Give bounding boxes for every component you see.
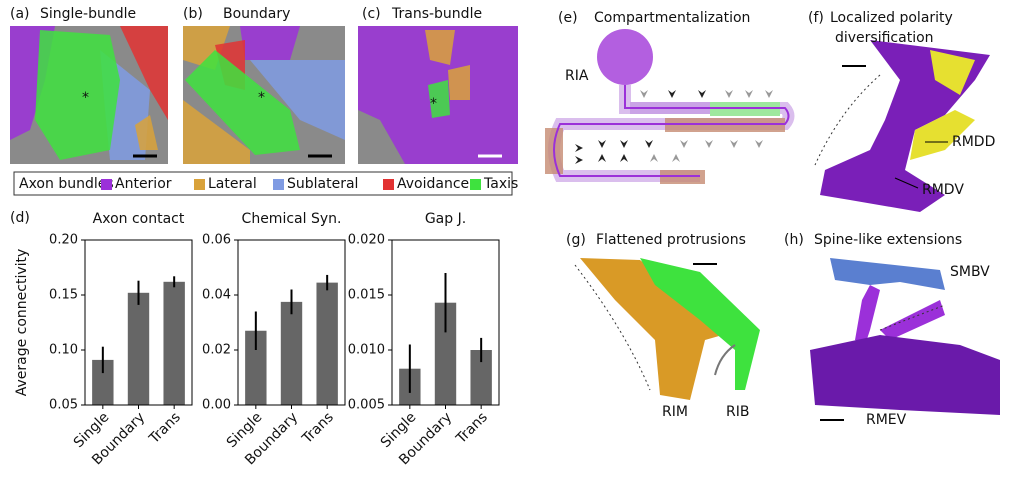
legend-title: Axon bundles <box>19 176 114 192</box>
panel-label: (f) <box>808 10 824 26</box>
legend-swatch <box>383 179 394 190</box>
panel-label: (b) <box>183 6 203 22</box>
neuron-label: RMEV <box>866 412 907 428</box>
legend-swatch <box>194 179 205 190</box>
legend-label: Taxis <box>483 176 518 192</box>
y-tick-label: 0.15 <box>49 288 78 303</box>
neuron-label: RIB <box>726 404 749 420</box>
axes-frame <box>84 239 193 406</box>
panel-label: (g) <box>566 232 586 248</box>
asterisk: * <box>82 90 89 106</box>
x-tick-label: Trans <box>299 409 337 447</box>
y-tick-label: 0.010 <box>348 343 385 358</box>
asterisk: * <box>258 90 265 106</box>
bundle-region <box>35 30 120 160</box>
neuron-label: RIA <box>565 68 589 84</box>
y-axis-label: Average connectivity <box>14 249 30 397</box>
axes-frame <box>237 239 346 406</box>
panel-title: Compartmentalization <box>594 10 750 26</box>
bar <box>163 281 185 405</box>
bar <box>434 302 457 405</box>
panel-label: (a) <box>10 6 30 22</box>
panel-title: diversification <box>835 30 934 46</box>
legend-swatch <box>470 179 481 190</box>
y-tick-label: 0.20 <box>49 233 78 248</box>
legend-label: Sublateral <box>287 176 358 192</box>
bundle-region <box>185 50 300 155</box>
y-tick-label: 0.020 <box>348 233 385 248</box>
legend-label: Avoidance <box>397 176 469 192</box>
bar <box>470 350 492 405</box>
bundle-region <box>183 100 250 164</box>
y-tick-label: 0.06 <box>202 233 231 248</box>
y-tick-label: 0.10 <box>49 343 78 358</box>
y-tick-label: 0.05 <box>49 398 78 413</box>
bundle-region <box>135 115 158 150</box>
bar <box>92 359 114 405</box>
rendering <box>574 258 760 400</box>
panel-title: Spine-like extensions <box>814 232 962 248</box>
bundle-region <box>428 80 450 118</box>
bar <box>245 330 267 405</box>
bar <box>127 292 150 405</box>
neuron-label: RMDV <box>922 182 964 198</box>
panel-title: Flattened protrusions <box>596 232 746 248</box>
bundle-region <box>120 26 168 120</box>
bar <box>280 301 303 405</box>
legend-label: Anterior <box>115 176 172 192</box>
y-tick-label: 0.005 <box>348 398 385 413</box>
y-tick-label: 0.00 <box>202 398 231 413</box>
chart-title: Chemical Syn. <box>242 211 342 227</box>
bundle-region <box>250 60 345 140</box>
y-tick-label: 0.02 <box>202 343 231 358</box>
panel-title: Single-bundle <box>40 6 136 22</box>
legend-swatch <box>273 179 284 190</box>
rendering <box>810 258 1000 421</box>
diagram <box>545 29 795 184</box>
neuron-label: RIM <box>662 404 688 420</box>
panel-title: Localized polarity <box>830 10 953 26</box>
bundle-region <box>448 65 470 100</box>
y-tick-label: 0.04 <box>202 288 231 303</box>
panel-title: Trans-bundle <box>391 6 482 22</box>
panel-label: (e) <box>558 10 578 26</box>
rendering <box>814 40 990 212</box>
chart-title: Axon contact <box>93 211 185 227</box>
panel-title: Boundary <box>223 6 290 22</box>
panel-label: (c) <box>362 6 381 22</box>
neuron-label: SMBV <box>950 264 990 280</box>
legend-swatch <box>101 179 112 190</box>
chart-title: Gap J. <box>425 211 466 227</box>
legend-label: Lateral <box>208 176 257 192</box>
y-tick-label: 0.015 <box>348 288 385 303</box>
panel-label: (h) <box>784 232 804 248</box>
neuron-label: RMDD <box>952 134 995 150</box>
bar <box>316 282 338 405</box>
asterisk: * <box>430 96 437 112</box>
bundle-region <box>425 30 455 65</box>
x-tick-label: Trans <box>146 409 184 447</box>
bundle-region <box>240 26 300 60</box>
x-tick-label: Trans <box>453 409 491 447</box>
panel-label: (d) <box>10 210 30 226</box>
axes-frame <box>391 239 500 406</box>
